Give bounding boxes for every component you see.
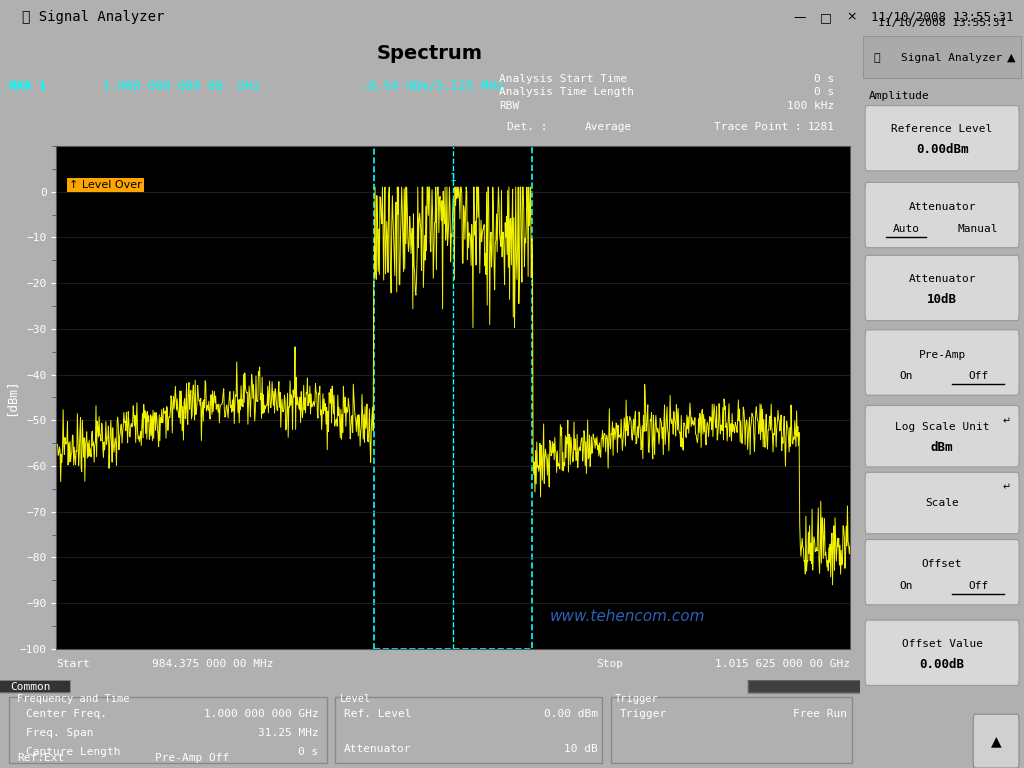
Text: Signal Analyzer: Signal Analyzer <box>901 52 1002 63</box>
Text: Attenuator: Attenuator <box>908 273 976 284</box>
Text: Off: Off <box>968 581 988 591</box>
Text: MKR 1: MKR 1 <box>8 80 46 93</box>
Text: 10dB: 10dB <box>927 293 957 306</box>
FancyBboxPatch shape <box>865 330 1019 395</box>
Text: Pre-Amp: Pre-Amp <box>919 349 966 360</box>
Text: RBW: RBW <box>499 101 519 111</box>
FancyBboxPatch shape <box>0 680 71 693</box>
Bar <box>8 697 327 763</box>
Text: Analysis Start Time: Analysis Start Time <box>499 74 627 84</box>
Text: □: □ <box>820 11 831 24</box>
Text: 1281: 1281 <box>807 121 835 132</box>
Text: Manual: Manual <box>957 223 998 234</box>
Text: Capture Length: Capture Length <box>26 746 120 756</box>
Text: —: — <box>794 11 806 24</box>
Text: Freq. Span: Freq. Span <box>26 728 93 738</box>
Text: 0.00dBm: 0.00dBm <box>915 144 969 156</box>
Text: www.tehencom.com: www.tehencom.com <box>550 609 706 624</box>
Text: Stop: Stop <box>596 659 623 670</box>
Text: Offset: Offset <box>922 559 963 570</box>
Text: ↵: ↵ <box>1002 482 1011 493</box>
FancyBboxPatch shape <box>865 472 1019 534</box>
Text: Amplitude: Amplitude <box>868 91 929 101</box>
Text: On: On <box>899 371 912 382</box>
FancyBboxPatch shape <box>865 406 1019 467</box>
Text: Analysis Time Length: Analysis Time Length <box>499 87 634 98</box>
Text: Average: Average <box>585 121 632 132</box>
Text: 🖥 Signal Analyzer: 🖥 Signal Analyzer <box>22 10 164 25</box>
Text: 984.375 000 00 MHz: 984.375 000 00 MHz <box>152 659 273 670</box>
Bar <box>863 36 1021 78</box>
Text: Attenuator: Attenuator <box>908 202 976 213</box>
Text: dBm: dBm <box>931 442 953 454</box>
FancyBboxPatch shape <box>865 106 1019 171</box>
Text: 1: 1 <box>450 173 457 183</box>
FancyBboxPatch shape <box>865 621 1019 685</box>
FancyBboxPatch shape <box>973 714 1019 768</box>
Text: 31.25 MHz: 31.25 MHz <box>257 728 318 738</box>
Text: Common: Common <box>10 681 51 692</box>
Text: Ref. Level: Ref. Level <box>344 710 412 720</box>
Text: 1.000 000 000 GHz: 1.000 000 000 GHz <box>204 710 318 720</box>
Text: ×: × <box>846 11 857 24</box>
Text: 11/10/2008 13:55:31: 11/10/2008 13:55:31 <box>870 11 1014 24</box>
Bar <box>610 697 852 763</box>
Bar <box>336 697 602 763</box>
Text: On: On <box>899 581 912 591</box>
Text: 1.000 000 000 00  GHz: 1.000 000 000 00 GHz <box>103 80 261 93</box>
Text: Trigger: Trigger <box>620 710 667 720</box>
Text: 0 s: 0 s <box>814 87 835 98</box>
Text: ▲: ▲ <box>991 734 1001 748</box>
Text: Log Scale Unit: Log Scale Unit <box>895 422 989 432</box>
Text: Det. :: Det. : <box>508 121 548 132</box>
Text: Level: Level <box>340 694 371 703</box>
Text: Attenuator: Attenuator <box>344 744 412 754</box>
FancyBboxPatch shape <box>749 680 864 693</box>
Text: Scale: Scale <box>926 498 958 508</box>
Text: 0 s: 0 s <box>814 74 835 84</box>
Text: Ref.Ext: Ref.Ext <box>17 753 65 763</box>
Y-axis label: [dBm]: [dBm] <box>4 379 16 416</box>
Text: 1.015 625 000 00 GHz: 1.015 625 000 00 GHz <box>715 659 850 670</box>
Text: Start: Start <box>56 659 90 670</box>
Text: Offset Value: Offset Value <box>901 638 983 649</box>
Text: Frequency and Time: Frequency and Time <box>17 694 130 703</box>
Text: Free Run: Free Run <box>794 710 847 720</box>
Text: ↑ Level Over: ↑ Level Over <box>69 180 141 190</box>
Text: 11/10/2008 13:55:31: 11/10/2008 13:55:31 <box>878 18 1007 28</box>
Text: Auto: Auto <box>893 223 920 234</box>
Text: ▲: ▲ <box>1007 52 1015 63</box>
Text: Reference Level: Reference Level <box>892 124 992 134</box>
Text: -0.54 dBm/3.125 MHz: -0.54 dBm/3.125 MHz <box>361 80 504 93</box>
Text: Center Freq.: Center Freq. <box>26 710 106 720</box>
Text: 0.00 dBm: 0.00 dBm <box>544 710 598 720</box>
Text: 0.00dB: 0.00dB <box>920 658 965 670</box>
Text: Off: Off <box>968 371 988 382</box>
Text: Trace Point :: Trace Point : <box>714 121 802 132</box>
Text: Spectrum: Spectrum <box>377 45 483 63</box>
Text: Pre-Amp Off: Pre-Amp Off <box>155 753 229 763</box>
Text: 0 s: 0 s <box>298 746 318 756</box>
Text: Trigger: Trigger <box>615 694 658 703</box>
FancyBboxPatch shape <box>865 539 1019 605</box>
FancyBboxPatch shape <box>865 255 1019 321</box>
Bar <box>374 146 532 649</box>
Text: ↵: ↵ <box>1002 415 1011 426</box>
FancyBboxPatch shape <box>865 183 1019 248</box>
Text: 🖥: 🖥 <box>873 52 880 63</box>
Text: 100 kHz: 100 kHz <box>787 101 835 111</box>
Text: 10 dB: 10 dB <box>564 744 598 754</box>
